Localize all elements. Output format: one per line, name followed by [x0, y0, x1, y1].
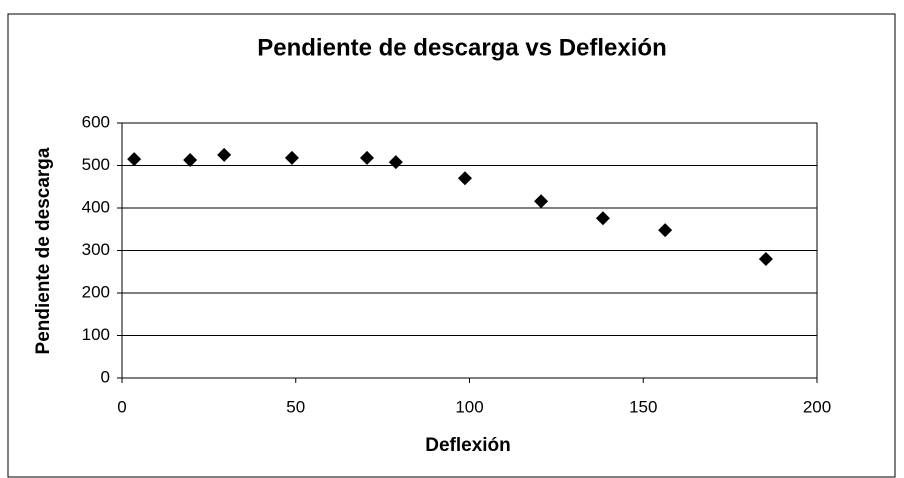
- point: [457, 171, 472, 186]
- y-tick-label: 500: [82, 155, 110, 174]
- chart-frame: [7, 13, 896, 478]
- x-tick-label: 100: [455, 397, 483, 416]
- point: [595, 211, 610, 226]
- y-tick-label: 100: [82, 325, 110, 344]
- y-tick-label: 300: [82, 240, 110, 259]
- point: [758, 252, 773, 266]
- point: [359, 150, 374, 165]
- point: [183, 152, 198, 167]
- x-tick-label: 0: [117, 397, 126, 416]
- y-axis-label: Pendiente de descarga: [33, 147, 54, 354]
- x-axis-label: Deflexión: [425, 435, 511, 456]
- point: [534, 194, 549, 209]
- x-tick-label: 50: [286, 397, 305, 416]
- point: [127, 152, 142, 167]
- chart-title: Pendiente de descarga vs Deflexión: [257, 34, 667, 61]
- point: [284, 150, 299, 165]
- x-tick-label: 150: [629, 397, 657, 416]
- y-tick-label: 200: [82, 282, 110, 301]
- point: [658, 223, 673, 238]
- point: [388, 155, 403, 170]
- x-tick-label: 200: [803, 397, 831, 416]
- point: [217, 147, 232, 162]
- y-tick-label: 400: [82, 197, 110, 216]
- y-tick-label: 600: [82, 112, 110, 131]
- y-tick-label: 0: [101, 367, 110, 386]
